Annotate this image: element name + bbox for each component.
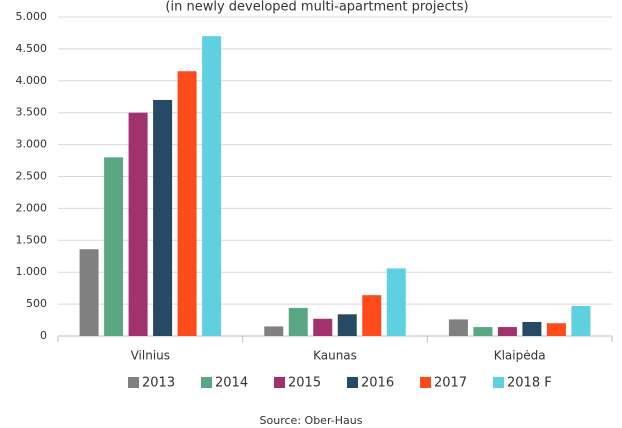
- bar: [104, 157, 124, 336]
- y-tick-label: 4.000: [16, 74, 48, 87]
- y-tick-label: 1.000: [16, 265, 48, 278]
- source: Source: Ober-Haus: [260, 414, 363, 427]
- legend-swatch: [274, 377, 285, 388]
- bar: [313, 318, 333, 336]
- bar: [128, 112, 148, 336]
- y-tick-label: 0: [40, 329, 47, 342]
- legend-swatch: [493, 377, 504, 388]
- bar: [362, 295, 382, 336]
- bar: [473, 327, 493, 336]
- bar: [497, 327, 517, 336]
- bar: [448, 319, 468, 336]
- y-tick-label: 500: [26, 297, 47, 310]
- y-tick-label: 2.000: [16, 201, 48, 214]
- x-tick-label: Kaunas: [313, 349, 357, 363]
- y-tick-label: 2.500: [16, 170, 48, 183]
- legend-swatch: [201, 377, 212, 388]
- legend-swatch: [347, 377, 358, 388]
- bar: [571, 306, 591, 336]
- y-tick-label: 4.500: [16, 42, 48, 55]
- y-tick-label: 3.000: [16, 138, 48, 151]
- legend-swatch: [128, 377, 139, 388]
- bar: [288, 307, 308, 336]
- y-tick-label: 1.500: [16, 233, 48, 246]
- bar: [177, 71, 197, 336]
- legend-swatch: [420, 377, 431, 388]
- y-tick-label: 3.500: [16, 106, 48, 119]
- bar: [264, 326, 284, 336]
- x-tick-label: Vilnius: [131, 349, 170, 363]
- y-tick-label: 5.000: [16, 10, 48, 23]
- bar: [546, 323, 566, 336]
- legend-label: 2014: [215, 376, 248, 391]
- bar: [337, 314, 357, 336]
- bar: [79, 249, 99, 336]
- bar: [153, 99, 173, 336]
- legend-label: 2015: [288, 376, 321, 391]
- bar: [202, 36, 222, 336]
- legend-label: 2017: [434, 376, 467, 391]
- x-tick-label: Klaipėda: [494, 349, 546, 363]
- bar: [522, 321, 542, 336]
- bar: [386, 268, 406, 336]
- legend-label: 2013: [142, 376, 175, 391]
- legend-label: 2018 F: [507, 376, 552, 391]
- chart-subtitle: (in newly developed multi-apartment proj…: [165, 0, 468, 15]
- legend-label: 2016: [361, 376, 394, 391]
